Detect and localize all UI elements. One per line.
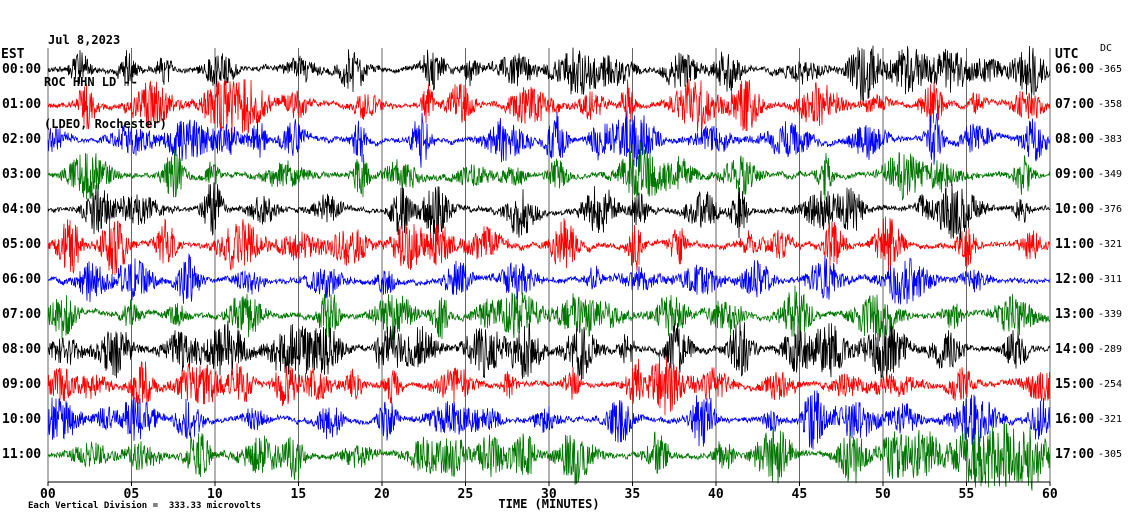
- dc-offset-label: -289: [1098, 344, 1123, 355]
- est-time-label: 06:00: [2, 272, 42, 287]
- est-time-label: 05:00: [2, 237, 42, 252]
- est-time-label: 10:00: [2, 412, 42, 427]
- dc-offset-label: -358: [1098, 99, 1123, 110]
- title-block: Jul 8,2023 ROC HHN LD -- (LDEO, Rocheste…: [44, 5, 167, 159]
- dc-offset-label: -305: [1098, 449, 1123, 460]
- location-label: (LDEO, Rochester): [44, 117, 167, 131]
- utc-time-label: 10:00: [1055, 202, 1095, 217]
- utc-time-label: 15:00: [1055, 377, 1095, 392]
- utc-time-label: 09:00: [1055, 167, 1095, 182]
- dc-offset-label: -339: [1098, 309, 1123, 320]
- x-tick-label: 10: [207, 487, 223, 502]
- utc-time-label: 07:00: [1055, 97, 1095, 112]
- x-tick-label: 25: [457, 487, 474, 502]
- dc-offset-label: -321: [1098, 414, 1123, 425]
- seismogram-trace-0100: [47, 78, 1051, 134]
- est-time-label: 07:00: [2, 307, 42, 322]
- utc-axis-label: UTC: [1055, 47, 1079, 62]
- est-time-label: 02:00: [2, 132, 42, 147]
- dc-offset-label: -349: [1098, 169, 1123, 180]
- x-tick-label: 35: [624, 487, 641, 502]
- utc-time-label: 08:00: [1055, 132, 1095, 147]
- est-time-label: 08:00: [2, 342, 42, 357]
- x-tick-label: 60: [1042, 487, 1058, 502]
- dc-offset-label: -311: [1098, 274, 1123, 285]
- est-axis-label: EST: [1, 47, 25, 62]
- seismogram-trace-0000: [47, 45, 1051, 104]
- dc-offset-label: -254: [1098, 379, 1123, 390]
- dc-offset-label: -376: [1098, 204, 1123, 215]
- utc-time-label: 16:00: [1055, 412, 1095, 427]
- est-time-label: 09:00: [2, 377, 42, 392]
- x-tick-label: 50: [875, 487, 891, 502]
- est-time-label: 11:00: [2, 447, 42, 462]
- x-tick-label: 55: [958, 487, 975, 502]
- x-tick-label: 00: [40, 487, 56, 502]
- seismogram-trace-0200: [47, 110, 1051, 168]
- utc-time-label: 12:00: [1055, 272, 1095, 287]
- x-tick-label: 20: [374, 487, 390, 502]
- dc-offset-label: -383: [1098, 134, 1123, 145]
- dc-axis-label: DC: [1100, 43, 1113, 54]
- date-label: Jul 8,2023: [48, 33, 121, 47]
- x-tick-label: 40: [708, 487, 724, 502]
- x-tick-label: 45: [791, 487, 808, 502]
- seismogram-trace-0400: [47, 182, 1051, 242]
- est-time-label: 03:00: [2, 167, 42, 182]
- seismogram-trace-1000: [47, 390, 1051, 450]
- seismogram-trace-1100: [47, 422, 1051, 491]
- x-tick-label: 05: [123, 487, 140, 502]
- x-tick-label: 15: [290, 487, 307, 502]
- utc-time-label: 14:00: [1055, 342, 1095, 357]
- x-tick-label: 30: [541, 487, 557, 502]
- est-time-label: 04:00: [2, 202, 42, 217]
- utc-time-label: 13:00: [1055, 307, 1095, 322]
- est-time-label: 01:00: [2, 97, 42, 112]
- dc-offset-label: -321: [1098, 239, 1123, 250]
- utc-time-label: 11:00: [1055, 237, 1095, 252]
- seismogram-trace-0900: [47, 355, 1051, 416]
- dc-offset-label: -365: [1098, 64, 1123, 75]
- utc-time-label: 17:00: [1055, 447, 1095, 462]
- seismogram-trace-0500: [47, 216, 1051, 276]
- scale-note: Each Vertical Division = 333.33 microvol…: [28, 501, 261, 511]
- est-time-label: 00:00: [2, 62, 42, 77]
- seismogram-trace-0800: [47, 320, 1051, 383]
- x-axis-title: TIME (MINUTES): [498, 497, 600, 511]
- seismogram-trace-0700: [47, 285, 1051, 344]
- utc-time-label: 06:00: [1055, 62, 1095, 77]
- seismogram-trace-0300: [47, 142, 1051, 201]
- seismogram-trace-0600: [47, 253, 1051, 305]
- station-label: ROC HHN LD --: [44, 75, 138, 89]
